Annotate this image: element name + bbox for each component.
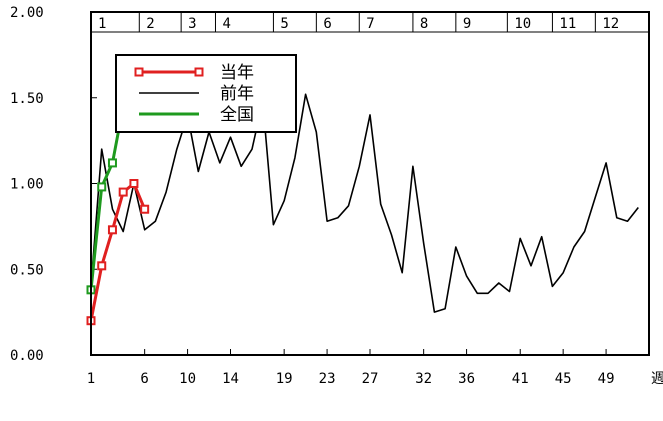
y-tick-label: 1.50 <box>10 91 44 107</box>
month-label: 9 <box>463 16 471 32</box>
month-header: 1 2 3 4 5 6 7 8 9 10 11 12 <box>91 12 649 33</box>
month-label: 3 <box>188 16 196 32</box>
y-tick-label: 2.00 <box>10 5 44 21</box>
series-point-2 <box>97 182 107 192</box>
x-axis-ticks: 1 6 10 14 19 23 27 32 36 41 45 49 <box>87 349 615 387</box>
x-axis-label: 週 <box>651 371 663 387</box>
month-label: 2 <box>146 16 154 32</box>
month-label: 7 <box>366 16 374 32</box>
x-tick-label: 32 <box>415 371 432 387</box>
x-tick-label: 41 <box>512 371 529 387</box>
y-axis-ticks: 0.00 0.50 1.00 1.50 2.00 <box>10 5 97 364</box>
legend-marker-0 <box>134 67 144 77</box>
month-label: 4 <box>222 16 230 32</box>
x-tick-label: 1 <box>87 371 95 387</box>
x-tick-label: 19 <box>276 371 293 387</box>
legend-label-2: 全国 <box>220 105 254 125</box>
month-label: 1 <box>98 16 106 32</box>
series-point-2 <box>107 158 117 168</box>
x-tick-label: 49 <box>598 371 615 387</box>
x-tick-label: 14 <box>222 371 239 387</box>
y-tick-label: 0.00 <box>10 348 44 364</box>
series-line-2 <box>89 106 125 290</box>
x-tick-label: 27 <box>362 371 379 387</box>
x-tick-label: 36 <box>458 371 475 387</box>
month-label: 8 <box>420 16 428 32</box>
series-point-0 <box>107 225 117 235</box>
month-label: 10 <box>514 16 531 32</box>
y-tick-label: 0.50 <box>10 262 44 278</box>
x-tick-label: 23 <box>319 371 336 387</box>
y-tick-label: 1.00 <box>10 177 44 193</box>
x-tick-label: 6 <box>140 371 148 387</box>
legend-marker-0 <box>194 67 204 77</box>
legend-label-0: 当年 <box>220 63 254 83</box>
month-label: 12 <box>602 16 619 32</box>
series-point-0 <box>140 204 150 214</box>
plot-frame <box>90 11 650 356</box>
series-point-0 <box>97 261 107 271</box>
series-point-0 <box>118 187 128 197</box>
month-label: 6 <box>323 16 331 32</box>
month-label: 11 <box>559 16 576 32</box>
x-tick-label: 45 <box>555 371 572 387</box>
month-label: 5 <box>280 16 288 32</box>
series-point-0 <box>129 179 139 188</box>
x-tick-label: 10 <box>179 371 196 387</box>
legend-label-1: 前年 <box>220 84 254 104</box>
